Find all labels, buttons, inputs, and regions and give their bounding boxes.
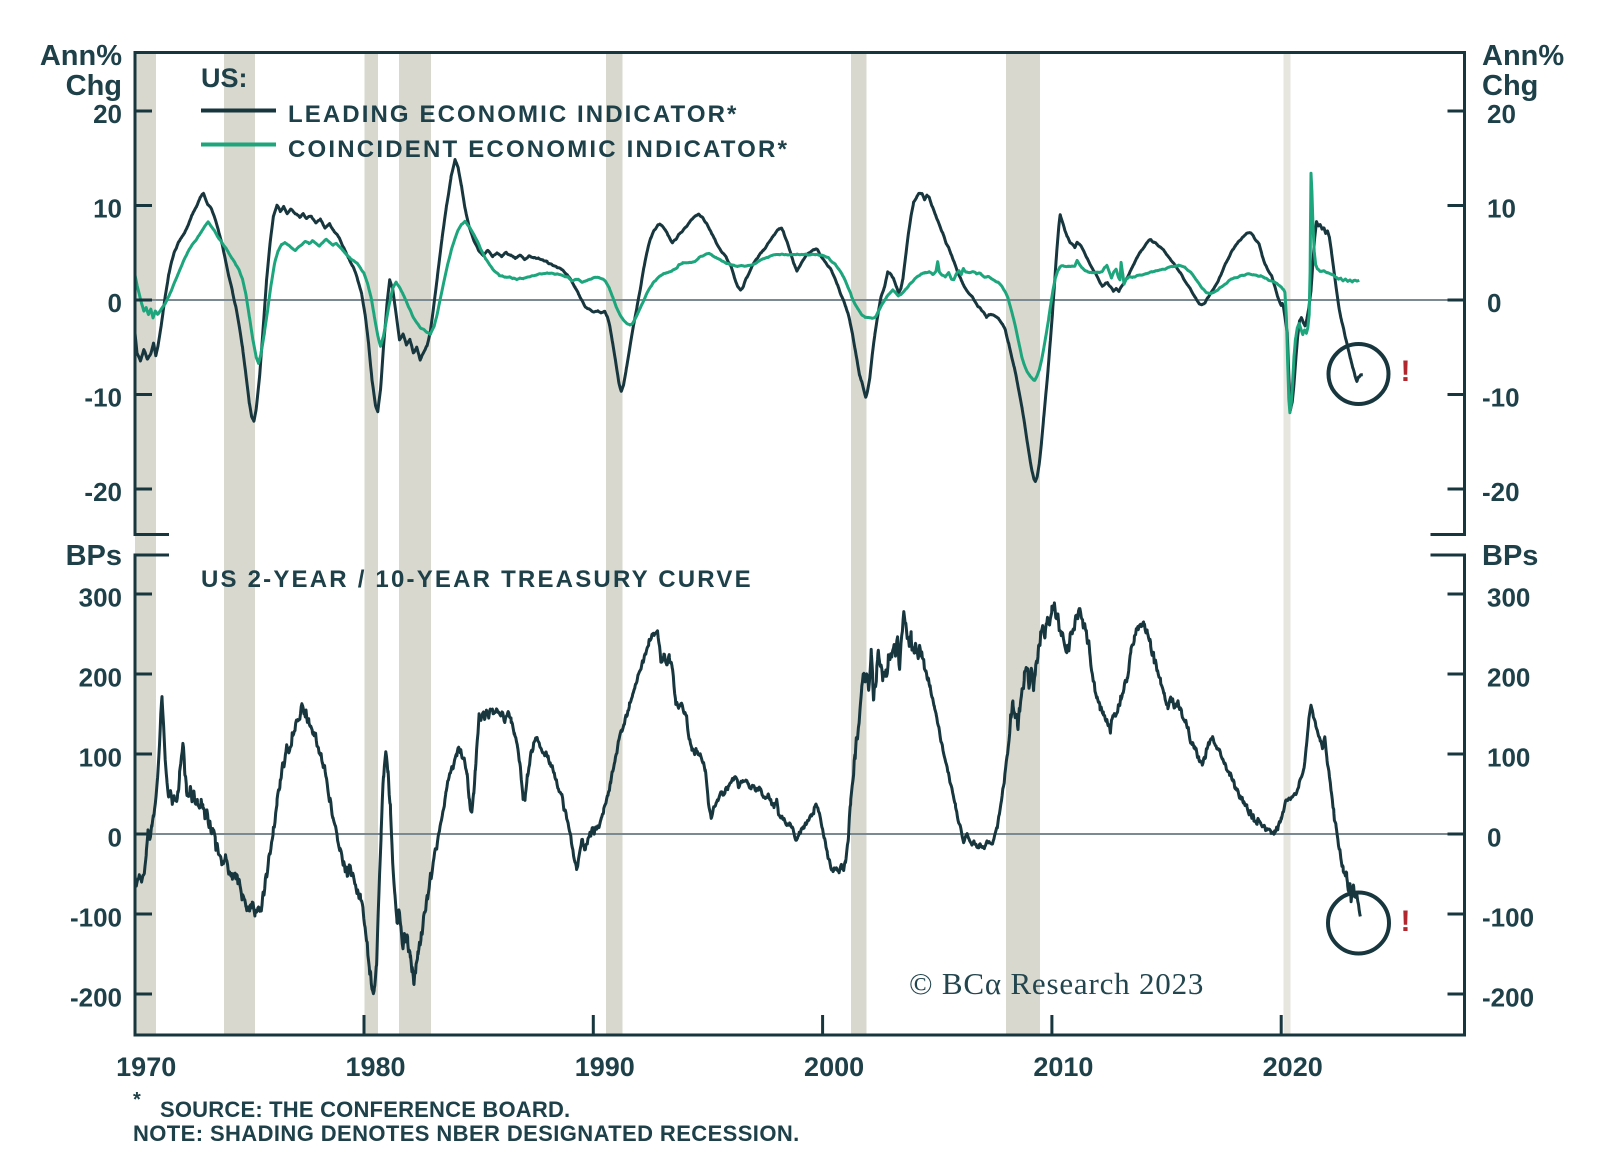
svg-text:COINCIDENT ECONOMIC INDICATOR*: COINCIDENT ECONOMIC INDICATOR* — [288, 136, 789, 163]
svg-text:200: 200 — [1487, 663, 1530, 693]
svg-text:2020: 2020 — [1263, 1052, 1323, 1082]
svg-text:100: 100 — [1487, 743, 1530, 773]
svg-text:300: 300 — [79, 583, 122, 613]
svg-text:2010: 2010 — [1033, 1052, 1093, 1082]
svg-text:Chg: Chg — [1482, 70, 1538, 102]
svg-text:-20: -20 — [84, 477, 122, 507]
svg-text:-200: -200 — [1482, 983, 1534, 1013]
svg-text:US:: US: — [201, 63, 248, 93]
svg-text:-200: -200 — [70, 983, 122, 1013]
svg-text:-20: -20 — [1482, 477, 1520, 507]
svg-text:100: 100 — [79, 743, 122, 773]
svg-text:1980: 1980 — [345, 1052, 405, 1082]
svg-text:BPs: BPs — [66, 540, 122, 572]
svg-text:2000: 2000 — [804, 1052, 864, 1082]
svg-text:300: 300 — [1487, 583, 1530, 613]
svg-text:© BCα Research 2023: © BCα Research 2023 — [909, 966, 1204, 1001]
svg-text:BPs: BPs — [1482, 540, 1538, 572]
svg-text:SOURCE: THE CONFERENCE BOARD.: SOURCE: THE CONFERENCE BOARD. — [160, 1097, 570, 1122]
svg-text:Ann%: Ann% — [1482, 40, 1564, 72]
svg-text:20: 20 — [1487, 99, 1516, 129]
svg-text:-100: -100 — [70, 903, 122, 933]
svg-text:!: ! — [1401, 355, 1411, 388]
svg-text:10: 10 — [1487, 194, 1516, 224]
svg-text:10: 10 — [93, 194, 122, 224]
svg-text:NOTE: SHADING DENOTES NBER DES: NOTE: SHADING DENOTES NBER DESIGNATED RE… — [133, 1121, 800, 1146]
svg-text:0: 0 — [108, 288, 122, 318]
svg-text:Ann%: Ann% — [40, 40, 122, 72]
svg-text:0: 0 — [1487, 823, 1501, 853]
svg-text:US 2-YEAR / 10-YEAR TREASURY C: US 2-YEAR / 10-YEAR TREASURY CURVE — [201, 566, 753, 593]
svg-text:20: 20 — [93, 99, 122, 129]
svg-text:0: 0 — [108, 823, 122, 853]
svg-text:Chg: Chg — [66, 70, 122, 102]
svg-text:200: 200 — [79, 663, 122, 693]
svg-text:LEADING ECONOMIC INDICATOR*: LEADING ECONOMIC INDICATOR* — [288, 101, 739, 128]
svg-text:0: 0 — [1487, 288, 1501, 318]
svg-text:!: ! — [1401, 905, 1411, 938]
svg-text:*: * — [133, 1089, 141, 1111]
svg-text:-100: -100 — [1482, 903, 1534, 933]
svg-text:-10: -10 — [84, 383, 122, 413]
svg-text:-10: -10 — [1482, 383, 1520, 413]
svg-text:1970: 1970 — [116, 1052, 176, 1082]
svg-text:1990: 1990 — [575, 1052, 635, 1082]
